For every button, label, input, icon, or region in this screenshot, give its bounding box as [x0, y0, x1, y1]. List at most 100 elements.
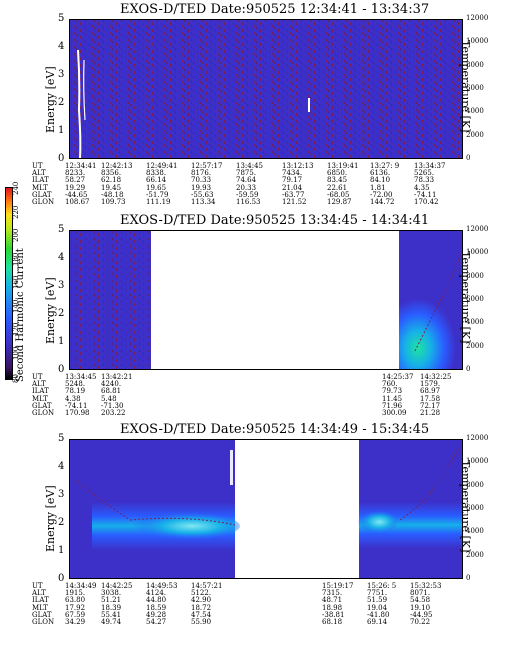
- panel3-ytick: 0: [58, 573, 65, 584]
- panel2-spectrogram: [70, 231, 462, 369]
- panel3-cell: 7751.: [367, 589, 388, 598]
- panel3-ytick: 5: [58, 433, 65, 444]
- colorbar-tick: 140: [12, 299, 20, 313]
- panel1-cell: 7434.: [282, 169, 303, 178]
- panel2-y2tick: 2000: [466, 341, 484, 350]
- panel1-y2tick: 10000: [466, 37, 489, 46]
- panel3-cell: 18.98: [322, 603, 343, 612]
- panel2-row-label: GLON: [32, 409, 55, 417]
- panel1-row-label: ALT: [32, 169, 46, 178]
- panel1-ytick: 0: [58, 153, 65, 164]
- panel3-spectrogram: [70, 440, 462, 578]
- panel1-cell: 129.87: [327, 198, 352, 206]
- panel3-cell: 42.90: [191, 596, 212, 605]
- panel3-plot: [69, 439, 463, 579]
- panel1-cell: -63.77: [282, 190, 305, 199]
- panel3-cell: 69.14: [367, 618, 388, 626]
- panel1-cell: 6136.: [370, 169, 391, 178]
- panel2-y2tick: 4000: [466, 318, 484, 327]
- panel1-row-label: GLON: [32, 198, 55, 206]
- panel3-cell: 3038.: [101, 589, 122, 598]
- panel1-cell: 19.29: [65, 183, 86, 192]
- panel3-y2tick: 8000: [466, 480, 484, 489]
- panel1-cell: 12:57:17: [191, 162, 223, 170]
- panel3-row-label: UT: [32, 582, 43, 590]
- panel3-cell: 48.71: [322, 596, 343, 605]
- panel1-cell: 79.17: [282, 176, 303, 185]
- panel3-cell: 67.59: [65, 610, 86, 619]
- panel2-cell: 14:25:37: [382, 373, 414, 381]
- panel2-cell: 17.58: [420, 394, 441, 403]
- panel3-y2tick: 12000: [466, 434, 489, 442]
- panel1-cell: 66.14: [146, 176, 167, 185]
- panel3-row-label: ALT: [32, 589, 46, 598]
- panel1-row-label: ILAT: [32, 176, 49, 185]
- panel1-noise: [70, 20, 462, 158]
- panel3-cell: 54.58: [410, 596, 431, 605]
- colorbar-tick: 100: [12, 346, 20, 360]
- panel3-core-right: [353, 510, 397, 534]
- panel1-cell: 4.35: [414, 183, 430, 192]
- panel3-cell: 51.21: [101, 596, 122, 605]
- panel2-title: EXOS-D/TED Date:950525 13:34:45 - 14:34:…: [120, 213, 430, 228]
- panel3-arc-left: [74, 479, 236, 526]
- panel3-cell: 4124.: [146, 589, 167, 598]
- panel3-cell: 19.10: [410, 603, 431, 612]
- panel3-cell: 44.80: [146, 596, 167, 605]
- panel2-cell: 5248.: [65, 380, 86, 389]
- panel2-cell: 68.81: [101, 387, 122, 396]
- colorbar-tick: 220: [12, 205, 20, 219]
- colorbar-tick: 160: [12, 275, 20, 289]
- panel3-y2tick: 2000: [466, 550, 484, 559]
- panel3-cell: 68.18: [322, 618, 343, 626]
- panel2-y2tick: 0: [466, 365, 471, 373]
- panel1-ytick: 5: [58, 13, 65, 24]
- panel2-cell: 71.96: [382, 401, 403, 410]
- panel1-ytick: 4: [58, 41, 65, 52]
- panel1-ytick: 3: [58, 69, 65, 80]
- panel1-cell: -48.18: [101, 190, 124, 199]
- panel2-cell: 1579.: [420, 380, 441, 389]
- panel1-cell: 116.53: [236, 198, 261, 206]
- panel1-y2tick: 2000: [466, 130, 484, 139]
- panel1-cell: 6850.: [327, 169, 348, 178]
- panel1-cell: 19.45: [101, 183, 122, 192]
- panel1-cell: 109.73: [101, 198, 126, 206]
- panel1-white-streak: [77, 49, 82, 158]
- panel1-ytick: 1: [58, 125, 65, 136]
- panel1-cell: 121.52: [282, 198, 307, 206]
- panel2-cell: 14:32:25: [420, 373, 452, 381]
- panel1-cell: 144.72: [370, 198, 395, 206]
- panel2-ytick: 2: [58, 308, 65, 319]
- panel1-row-label: MLT: [32, 183, 48, 192]
- panel2-segment-left: [70, 231, 151, 369]
- panel2-ytick: 0: [58, 364, 65, 375]
- panel3-cell: 8071.: [410, 589, 431, 598]
- panel3-cell: 54.27: [146, 618, 167, 626]
- panel3-cell: 18.59: [146, 603, 167, 612]
- panel1-cell: 8233.: [65, 169, 86, 178]
- panel1-cell: 22.61: [327, 183, 348, 192]
- panel2-cell: 170.98: [65, 409, 90, 417]
- panel2-ylabel: Energy [eV]: [44, 277, 57, 344]
- panel3-row-label: ILAT: [32, 596, 49, 605]
- panel1-cell: -55.63: [191, 190, 214, 199]
- panel3-row-label: GLAT: [32, 610, 52, 619]
- panel1-cell: 70.33: [191, 176, 212, 185]
- panel1-cell: 21.04: [282, 183, 303, 192]
- panel2-cell: 4.38: [65, 394, 81, 403]
- panel2-cell: 760.: [382, 380, 398, 389]
- panel3-cell: -44.95: [410, 610, 433, 619]
- panel2-cell: 13:42:21: [101, 373, 133, 381]
- panel2-cell: 11.45: [382, 394, 403, 403]
- panel1-row-label: UT: [32, 162, 43, 170]
- panel3-cell: 47.54: [191, 610, 212, 619]
- panel3-cell: 63.80: [65, 596, 86, 605]
- panel1-cell: -74.11: [414, 190, 437, 199]
- panel1-plot: [69, 19, 463, 159]
- colorbar: [5, 187, 13, 380]
- panel3-ytick: 2: [58, 517, 65, 528]
- panel2-ion-blob: [399, 286, 462, 369]
- panel3-core-left: [120, 512, 240, 540]
- panel3-cell: 17.92: [65, 603, 86, 612]
